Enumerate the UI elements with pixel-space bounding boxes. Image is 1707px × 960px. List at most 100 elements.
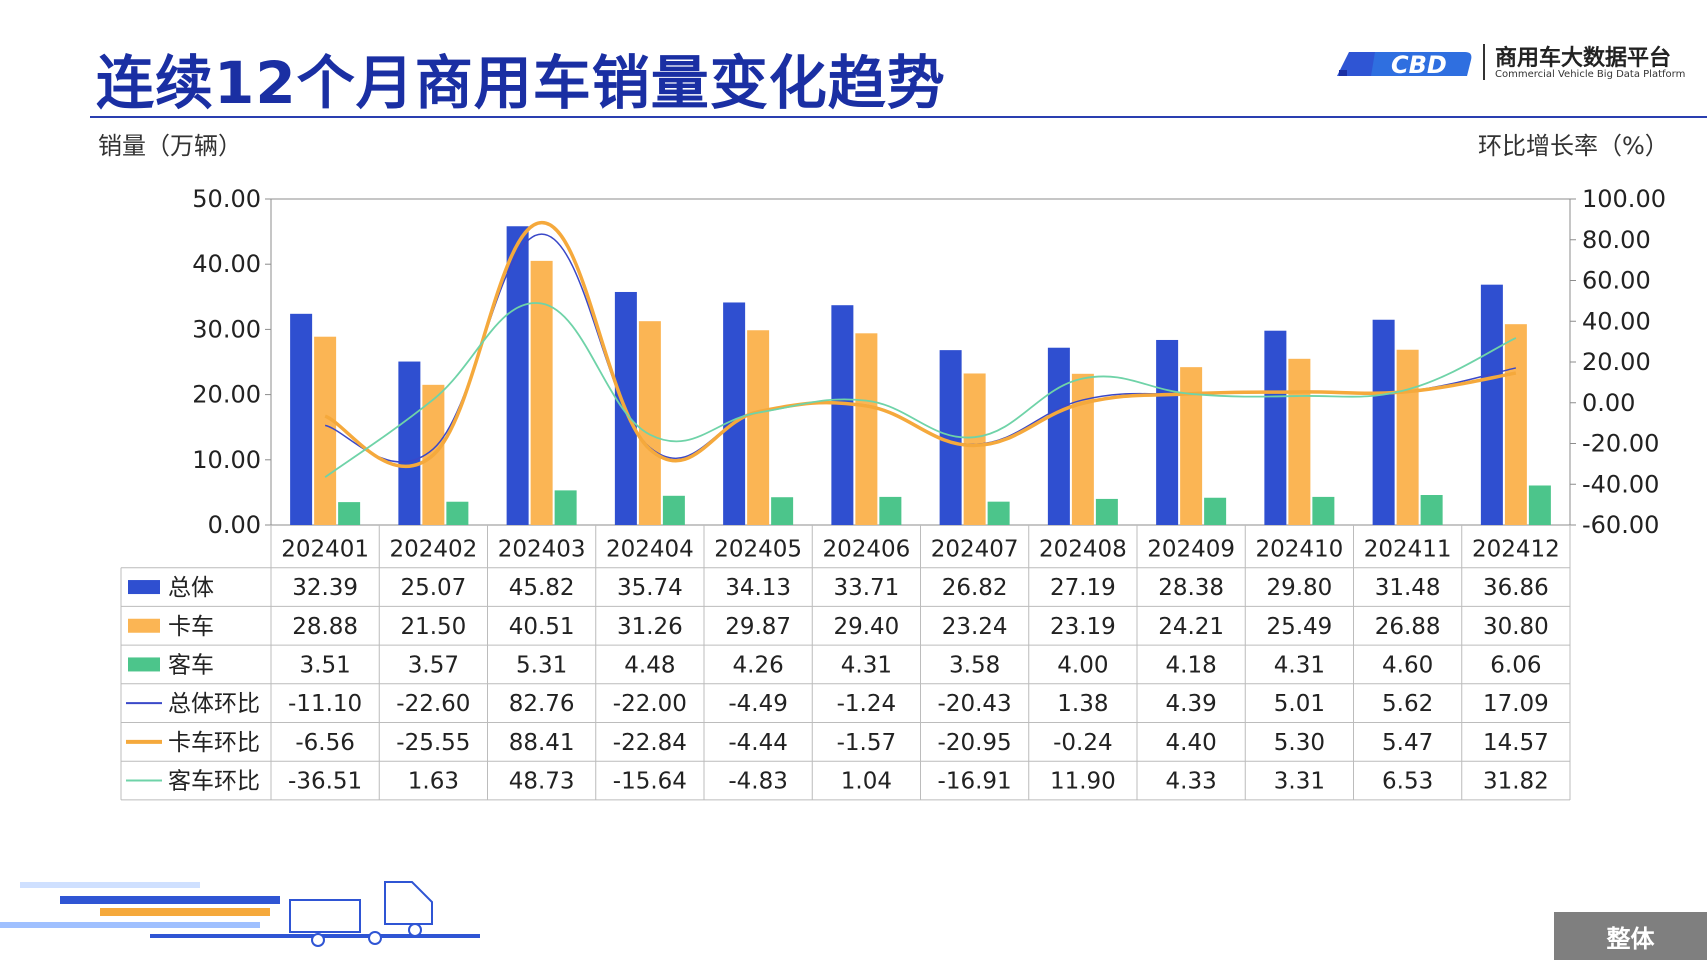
bar-客车-202406: [879, 496, 902, 525]
data-label-客车环比-202409: 4.33: [1166, 769, 1217, 795]
bar-客车-202412: [1528, 485, 1551, 525]
bar-卡车-202408: [1071, 373, 1094, 525]
trucks-decoration: [0, 881, 480, 947]
data-label-总体环比-202408: 1.38: [1057, 691, 1108, 717]
data-label-总体环比-202405: -4.49: [728, 691, 788, 717]
category-label-202407: 202407: [931, 536, 1019, 562]
data-label-总体-202410: 29.80: [1266, 575, 1332, 601]
data-label-卡车-202408: 23.19: [1050, 614, 1116, 640]
data-label-总体-202404: 35.74: [617, 575, 683, 601]
logo-text-en: Commercial Vehicle Big Data Platform: [1495, 69, 1686, 80]
right-axis-tick-label: 0.00: [1582, 389, 1635, 417]
data-label-卡车环比-202401: -6.56: [295, 730, 355, 756]
bar-卡车-202404: [638, 321, 661, 525]
category-label-202412: 202412: [1472, 536, 1560, 562]
data-label-总体环比-202406: -1.24: [837, 691, 897, 717]
right-axis-tick-label: -20.00: [1582, 430, 1659, 458]
bar-总体-202411: [1372, 319, 1395, 525]
data-label-总体环比-202409: 4.39: [1166, 691, 1217, 717]
data-label-客车环比-202411: 6.53: [1382, 769, 1433, 795]
data-label-卡车-202402: 21.50: [400, 614, 466, 640]
data-label-卡车-202404: 31.26: [617, 614, 683, 640]
data-label-卡车环比-202403: 88.41: [509, 730, 575, 756]
right-axis-tick-label: 40.00: [1582, 307, 1651, 335]
legend-swatch-卡车: [128, 618, 160, 633]
data-label-总体-202406: 33.71: [833, 575, 899, 601]
data-label-客车-202411: 4.60: [1382, 652, 1433, 678]
svg-text:CBD: CBD: [1391, 51, 1447, 79]
title-divider: [90, 116, 1707, 118]
category-label-202404: 202404: [606, 536, 694, 562]
brand-logo: CBD 商用车大数据平台 Commercial Vehicle Big Data…: [1335, 40, 1695, 84]
bar-卡车-202410: [1288, 358, 1311, 525]
left-axis-unit: 销量（万辆）: [98, 132, 242, 160]
data-label-客车环比-202405: -4.83: [728, 769, 788, 795]
bar-卡车-202406: [855, 333, 878, 525]
category-label-202408: 202408: [1039, 536, 1127, 562]
data-label-卡车环比-202407: -20.95: [938, 730, 1012, 756]
data-label-总体环比-202411: 5.62: [1382, 691, 1433, 717]
right-axis-unit: 环比增长率（%）: [1478, 132, 1669, 160]
data-label-客车环比-202403: 48.73: [509, 769, 575, 795]
data-label-客车-202407: 3.58: [949, 652, 1000, 678]
bar-总体-202406: [831, 305, 854, 525]
data-label-卡车环比-202405: -4.44: [728, 730, 788, 756]
line-客车环比: [324, 302, 1517, 478]
data-label-总体-202402: 25.07: [400, 575, 466, 601]
bar-卡车-202405: [747, 330, 770, 525]
data-label-总体环比-202403: 82.76: [509, 691, 575, 717]
logo-text-cn: 商用车大数据平台: [1495, 46, 1672, 71]
bar-客车-202402: [446, 501, 469, 525]
right-axis-tick-label: 60.00: [1582, 267, 1651, 295]
data-label-总体环比-202401: -11.10: [288, 691, 362, 717]
data-label-客车-202402: 3.57: [408, 652, 459, 678]
legend-label-总体: 总体: [168, 575, 214, 601]
category-label-202409: 202409: [1147, 536, 1235, 562]
left-axis-tick-label: 30.00: [192, 315, 261, 343]
data-label-卡车-202407: 23.24: [942, 614, 1008, 640]
data-label-总体-202407: 26.82: [942, 575, 1008, 601]
legend-label-客车: 客车: [168, 652, 214, 678]
data-label-客车环比-202410: 3.31: [1274, 769, 1325, 795]
data-label-总体-202405: 34.13: [725, 575, 791, 601]
legend-swatch-客车: [128, 657, 160, 672]
legend-label-卡车: 卡车: [168, 614, 214, 640]
category-label-202406: 202406: [822, 536, 910, 562]
bar-卡车-202412: [1504, 324, 1527, 525]
data-label-客车-202409: 4.18: [1166, 652, 1217, 678]
bar-客车-202404: [662, 495, 685, 525]
bar-总体-202408: [1047, 347, 1070, 525]
data-label-卡车环比-202412: 14.57: [1483, 730, 1549, 756]
data-label-总体-202409: 28.38: [1158, 575, 1224, 601]
category-label-202401: 202401: [281, 536, 369, 562]
right-axis-tick-label: -60.00: [1582, 511, 1659, 539]
data-label-客车-202406: 4.31: [841, 652, 892, 678]
data-label-卡车-202405: 29.87: [725, 614, 791, 640]
data-label-客车环比-202404: -15.64: [613, 769, 687, 795]
bar-客车-202410: [1312, 496, 1335, 525]
legend-swatch-总体: [128, 580, 160, 595]
category-label-202405: 202405: [714, 536, 802, 562]
data-label-客车环比-202406: 1.04: [841, 769, 892, 795]
bar-总体-202403: [506, 226, 529, 525]
bar-客车-202407: [987, 501, 1010, 525]
data-label-卡车环比-202402: -25.55: [396, 730, 470, 756]
left-axis-tick-label: 10.00: [192, 446, 261, 474]
data-label-总体-202411: 31.48: [1375, 575, 1441, 601]
data-label-客车环比-202407: -16.91: [938, 769, 1012, 795]
bar-客车-202405: [771, 497, 794, 525]
left-axis-tick-label: 40.00: [192, 250, 261, 278]
right-axis-tick-label: 20.00: [1582, 348, 1651, 376]
data-label-客车-202408: 4.00: [1057, 652, 1108, 678]
truck-logo-icon: CBD: [1337, 51, 1472, 79]
bar-客车-202401: [338, 502, 361, 525]
bar-总体-202401: [290, 313, 313, 525]
data-label-卡车-202406: 29.40: [833, 614, 899, 640]
line-卡车环比: [324, 220, 1517, 469]
data-label-卡车-202409: 24.21: [1158, 614, 1224, 640]
data-label-总体环比-202412: 17.09: [1483, 691, 1549, 717]
bar-总体-202409: [1156, 339, 1179, 525]
bar-卡车-202409: [1180, 367, 1203, 525]
bar-客车-202411: [1420, 495, 1443, 525]
